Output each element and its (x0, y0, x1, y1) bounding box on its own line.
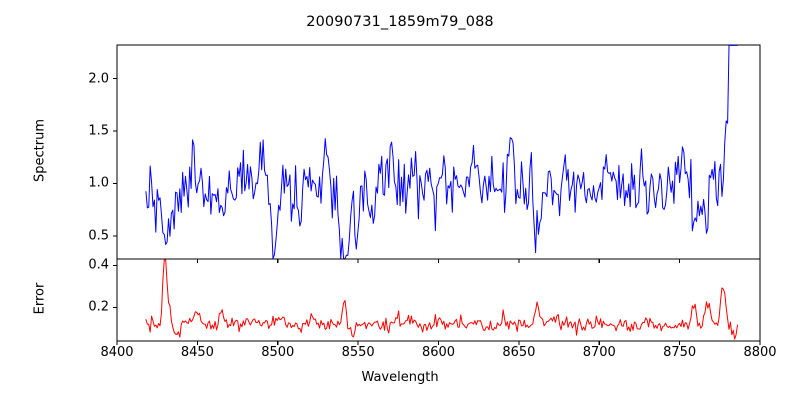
figure-title: 20090731_1859m79_088 (306, 14, 494, 30)
spectrum-trace (145, 45, 738, 259)
y-axis-label-spectrum: Spectrum (32, 119, 48, 182)
x-tick-label: 8600 (421, 345, 456, 360)
y-tick-label: 2.0 (88, 71, 109, 87)
x-tick-label: 8800 (743, 345, 777, 360)
x-tick-label: 8700 (582, 345, 616, 360)
x-tick-label: 8750 (663, 345, 697, 360)
y-tick-label: 0.2 (88, 299, 109, 315)
y-tick-label: 0.5 (88, 228, 109, 244)
x-tick-label: 8500 (261, 345, 295, 360)
x-axis-label: Wavelength (361, 370, 439, 385)
x-tick-label: 8550 (341, 345, 375, 360)
y-tick-label: 1.0 (88, 175, 109, 191)
x-tick-label: 8450 (180, 345, 214, 360)
error-trace (145, 259, 738, 340)
y-tick-label: 0.4 (88, 257, 109, 273)
y-tick-label: 1.5 (88, 123, 109, 139)
y-axis-label-error: Error (32, 282, 48, 315)
x-tick-label: 8650 (502, 345, 536, 360)
x-tick-label: 8400 (100, 345, 134, 360)
